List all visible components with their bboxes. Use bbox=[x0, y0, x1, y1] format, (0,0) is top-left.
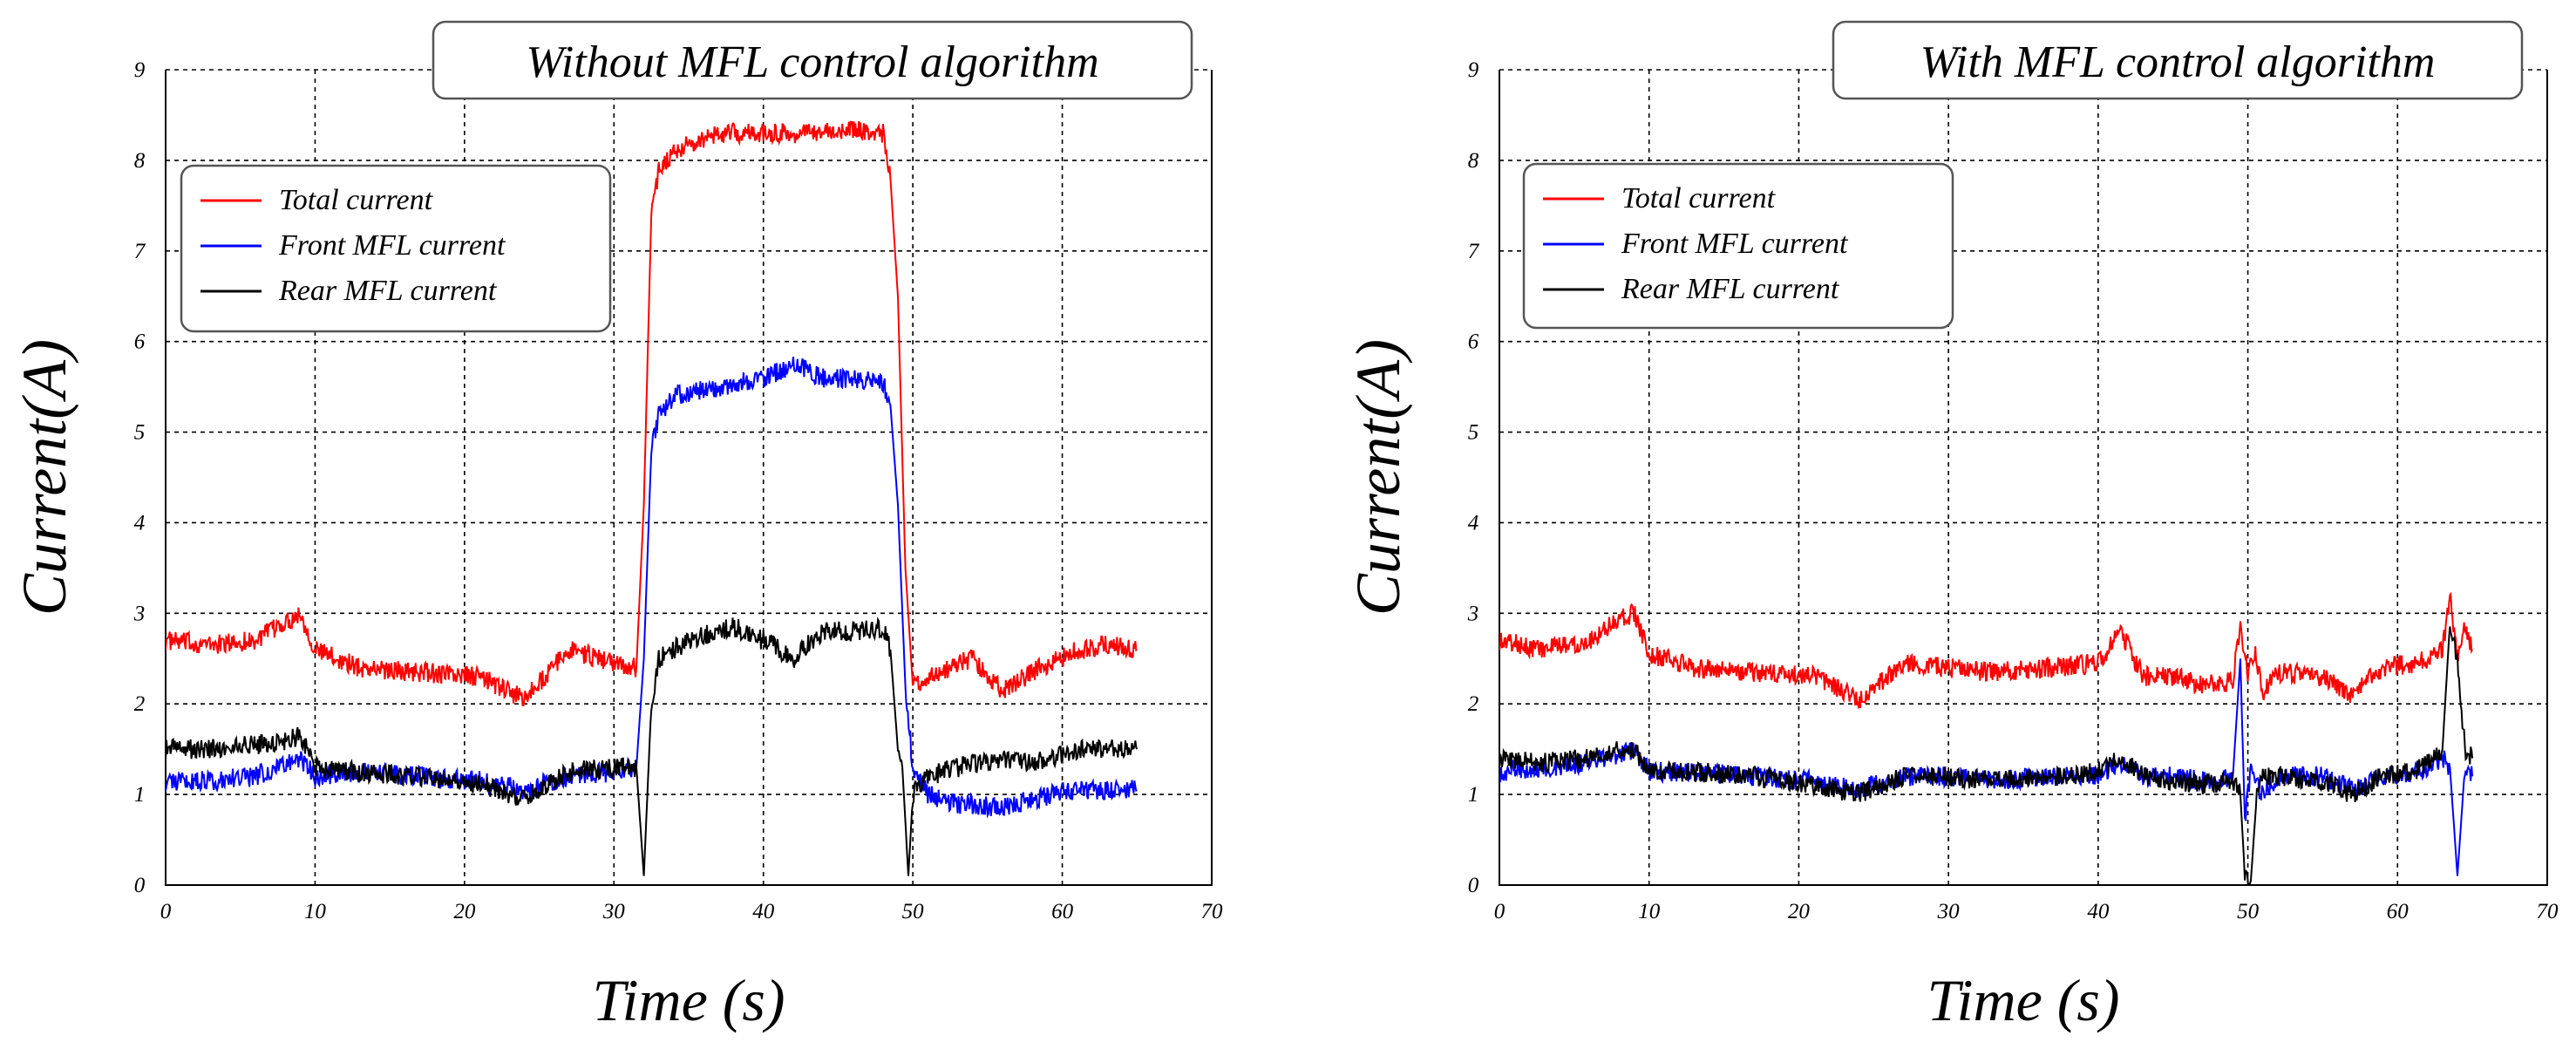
x-tick-label: 50 bbox=[902, 900, 925, 923]
y-tick-label: 0 bbox=[1468, 874, 1479, 897]
x-tick-label: 50 bbox=[2237, 900, 2260, 923]
y-tick-label: 8 bbox=[1468, 149, 1479, 173]
y-tick-label: 4 bbox=[134, 511, 146, 535]
series-line-total-current bbox=[166, 120, 1138, 707]
y-tick-label: 2 bbox=[134, 692, 146, 716]
y-tick-label: 6 bbox=[1468, 330, 1479, 354]
y-tick-label: 7 bbox=[1468, 240, 1480, 263]
y-tick-label: 0 bbox=[134, 874, 146, 897]
x-tick-label: 60 bbox=[1051, 900, 1074, 923]
y-tick-label: 3 bbox=[133, 602, 146, 625]
y-tick-label: 5 bbox=[1468, 421, 1479, 445]
legend-box bbox=[180, 164, 612, 333]
legend-label: Total current bbox=[279, 184, 434, 216]
series-line-rear-mfl-current bbox=[1499, 626, 2474, 885]
y-axis-title: Current(A) bbox=[10, 339, 79, 616]
x-tick-label: 70 bbox=[2537, 900, 2559, 923]
legend-label: Front MFL current bbox=[278, 229, 506, 262]
y-tick-label: 7 bbox=[134, 240, 146, 263]
chart-without-mfl-control: 0 10 20 30 40 50 60 70 0 1 2 3 4 5 6 7 8 9 Time (s) Current… bbox=[10, 20, 1224, 1033]
x-tick-label: 30 bbox=[1937, 900, 1961, 923]
plot-frame bbox=[1499, 70, 2548, 886]
series-line-total-current bbox=[1499, 591, 2473, 709]
x-tick-label: 60 bbox=[2387, 900, 2409, 923]
x-tick-label: 0 bbox=[160, 900, 172, 923]
title-box bbox=[1832, 20, 2524, 100]
y-tick-label: 6 bbox=[134, 330, 146, 354]
chart-title: With MFL control algorithm bbox=[1920, 37, 2436, 87]
series-line-front-mfl-current bbox=[166, 357, 1138, 819]
legend-label: Total current bbox=[1621, 182, 1777, 215]
x-tick-label: 70 bbox=[1201, 900, 1224, 923]
title-box bbox=[432, 20, 1193, 100]
series-line-rear-mfl-current bbox=[166, 616, 1138, 876]
x-tick-label: 40 bbox=[2087, 900, 2110, 923]
y-tick-label: 1 bbox=[1468, 783, 1479, 807]
x-tick-label: 20 bbox=[1788, 900, 1811, 923]
legend-label: Front MFL current bbox=[1621, 228, 1849, 260]
y-tick-label: 2 bbox=[1468, 692, 1479, 716]
x-tick-label: 10 bbox=[304, 900, 327, 923]
chart-title: Without MFL control algorithm bbox=[526, 37, 1098, 87]
x-tick-label: 30 bbox=[602, 900, 626, 923]
x-tick-label: 40 bbox=[752, 900, 775, 923]
x-tick-label: 0 bbox=[1494, 900, 1505, 923]
chart-with-mfl-control: 0 10 20 30 40 50 60 70 0 1 2 3 4 5 6 7 8 9 Time (s) Current… bbox=[1343, 20, 2559, 1033]
x-axis-title: Time (s) bbox=[1927, 967, 2120, 1033]
legend-label: Rear MFL current bbox=[1621, 273, 1840, 305]
y-tick-label: 9 bbox=[134, 58, 146, 82]
x-tick-label: 20 bbox=[453, 900, 476, 923]
y-tick-label: 5 bbox=[134, 421, 146, 445]
legend-box bbox=[1522, 162, 1954, 330]
y-axis-title: Current(A) bbox=[1343, 339, 1413, 616]
y-tick-label: 8 bbox=[134, 149, 146, 173]
y-tick-label: 4 bbox=[1468, 511, 1479, 535]
legend-label: Rear MFL current bbox=[278, 275, 498, 307]
y-tick-label: 9 bbox=[1468, 58, 1479, 82]
y-tick-label: 1 bbox=[134, 783, 146, 807]
y-tick-label: 3 bbox=[1467, 602, 1479, 625]
x-axis-title: Time (s) bbox=[593, 967, 785, 1033]
x-tick-label: 10 bbox=[1638, 900, 1661, 923]
plot-frame bbox=[165, 70, 1213, 886]
